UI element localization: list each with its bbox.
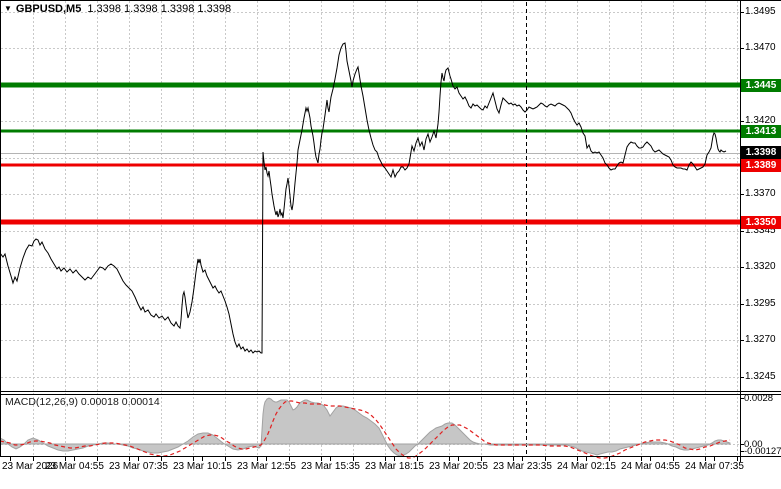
macd-main-area xyxy=(0,397,731,457)
macd-signal-line xyxy=(0,400,731,459)
price-line xyxy=(0,42,727,354)
